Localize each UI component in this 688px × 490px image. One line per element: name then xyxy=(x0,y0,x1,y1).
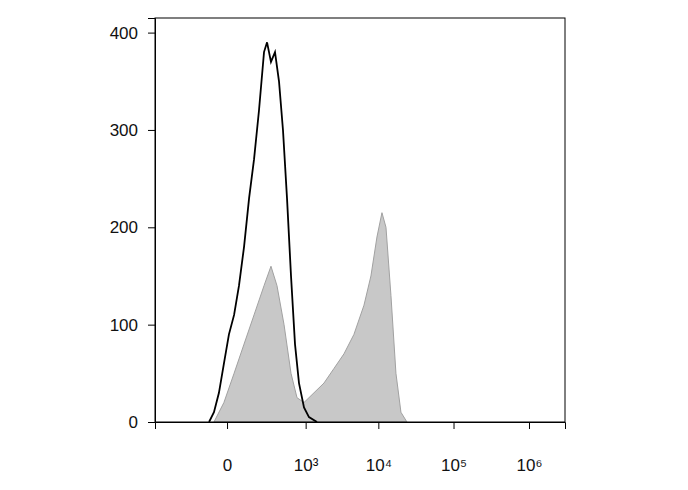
x-tick: 10⁶ xyxy=(517,422,543,475)
x-tick: 10⁴ xyxy=(366,422,392,475)
histogram-line xyxy=(209,42,317,422)
y-tick-label: 100 xyxy=(110,316,138,335)
y-tick-label: 300 xyxy=(110,121,138,140)
y-tick-label: 200 xyxy=(110,218,138,237)
x-tick-label: 10³ xyxy=(294,456,319,475)
y-tick: 300 xyxy=(110,121,155,140)
x-tick-mark xyxy=(227,422,228,429)
x-axis-line xyxy=(156,423,566,430)
y-tick-mark xyxy=(148,130,155,131)
y-axis-line xyxy=(148,19,156,423)
x-tick-label: 10⁵ xyxy=(441,456,467,475)
chart: 0 10³ 10⁴ 10⁵ 10⁶ 0 100 200 300 400 xyxy=(0,0,688,490)
y-tick: 0 xyxy=(129,413,155,432)
histogram-area xyxy=(214,213,407,422)
plot-frame xyxy=(155,18,565,422)
x-tick-label: 10⁴ xyxy=(366,456,392,475)
y-tick: 100 xyxy=(110,316,155,335)
y-tick-label: 400 xyxy=(110,24,138,43)
x-tick: 10³ xyxy=(294,422,319,475)
x-tick-label: 0 xyxy=(223,456,232,475)
x-tick-mark xyxy=(306,422,307,429)
y-tick: 200 xyxy=(110,218,155,237)
x-axis: 0 10³ 10⁴ 10⁵ 10⁶ xyxy=(156,422,566,475)
y-axis: 0 100 200 300 400 xyxy=(110,19,156,432)
x-tick-mark xyxy=(378,422,379,429)
x-tick: 0 xyxy=(223,422,232,475)
y-tick-mark xyxy=(148,227,155,228)
y-tick-label: 0 xyxy=(129,413,138,432)
plot-area xyxy=(209,42,407,422)
x-tick-mark xyxy=(529,422,530,429)
x-tick: 10⁵ xyxy=(441,422,467,475)
x-tick-label: 10⁶ xyxy=(517,456,543,475)
y-tick-mark xyxy=(148,33,155,34)
x-tick-mark xyxy=(454,422,455,429)
y-tick-mark xyxy=(148,325,155,326)
y-tick: 400 xyxy=(110,24,155,43)
y-tick-mark xyxy=(148,422,155,423)
